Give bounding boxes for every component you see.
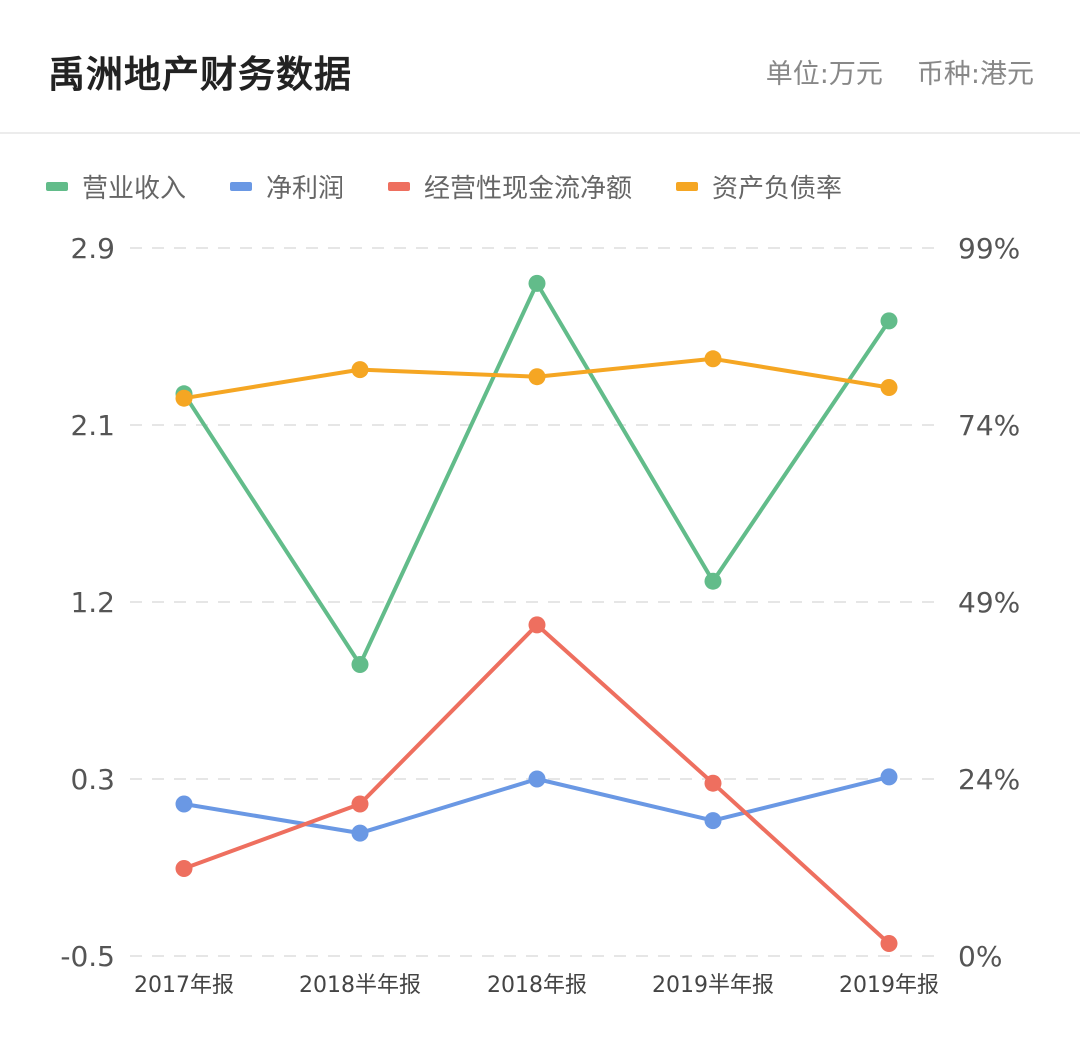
data-point-series-2 xyxy=(528,616,546,634)
x-tick-label: 2018年报 xyxy=(487,973,587,998)
data-point-series-1 xyxy=(880,768,898,786)
right-tick-label: 0% xyxy=(958,940,1002,973)
legend-item-debt-ratio[interactable]: 资产负债率 xyxy=(676,168,842,205)
legend-item-net-profit[interactable]: 净利润 xyxy=(230,168,344,205)
data-point-series-1 xyxy=(351,824,369,842)
data-point-series-0 xyxy=(880,312,898,330)
legend-label: 净利润 xyxy=(266,174,345,204)
data-point-series-2 xyxy=(175,860,193,877)
x-tick-label: 2018半年报 xyxy=(299,973,421,998)
legend-swatch xyxy=(230,182,253,191)
series-line-0 xyxy=(182,281,891,667)
data-point-series-1 xyxy=(704,812,722,830)
legend-label: 营业收入 xyxy=(82,174,187,204)
x-tick-label: 2019半年报 xyxy=(652,973,774,998)
currency-label: 币种:港元 xyxy=(916,59,1034,90)
chart-legend: 营业收入 净利润 经营性现金流净额 资产负债率 xyxy=(46,168,886,205)
legend-swatch xyxy=(676,182,699,191)
data-point-series-0 xyxy=(704,572,722,590)
data-point-series-2 xyxy=(351,795,369,813)
data-point-series-0 xyxy=(351,656,369,673)
left-tick-label: 2.1 xyxy=(70,409,115,442)
data-point-series-3 xyxy=(880,379,898,396)
x-tick-label: 2017年报 xyxy=(134,973,234,998)
left-tick-label: -0.5 xyxy=(60,940,115,973)
data-point-series-3 xyxy=(175,389,193,407)
legend-item-revenue[interactable]: 营业收入 xyxy=(46,168,186,205)
right-tick-label: 74% xyxy=(958,409,1020,442)
data-point-series-3 xyxy=(528,368,546,386)
data-point-series-1 xyxy=(175,795,193,813)
legend-label: 经营性现金流净额 xyxy=(424,174,633,204)
left-tick-label: 2.9 xyxy=(70,232,115,265)
legend-label: 资产负债率 xyxy=(712,174,843,204)
data-point-series-1 xyxy=(528,770,546,788)
data-point-series-0 xyxy=(528,274,546,292)
data-point-series-3 xyxy=(704,350,722,368)
right-tick-label: 99% xyxy=(958,232,1020,265)
unit-label: 单位:万元 xyxy=(765,59,883,90)
legend-swatch xyxy=(388,182,411,191)
data-point-series-2 xyxy=(880,935,898,952)
chart-meta: 单位:万元 币种:港元 xyxy=(766,52,1034,91)
page-title: 禹洲地产财务数据 xyxy=(48,53,352,96)
data-point-series-2 xyxy=(704,774,722,792)
left-tick-label: 1.2 xyxy=(70,586,115,619)
right-tick-label: 49% xyxy=(958,586,1020,619)
x-tick-label: 2019年报 xyxy=(839,973,939,998)
legend-swatch xyxy=(46,182,68,191)
left-tick-label: 0.3 xyxy=(70,763,115,796)
legend-item-operating-cash-flow[interactable]: 经营性现金流净额 xyxy=(388,168,632,205)
data-point-series-3 xyxy=(351,361,369,379)
right-tick-label: 24% xyxy=(958,763,1020,796)
chart-header: 禹洲地产财务数据 单位:万元 币种:港元 xyxy=(0,0,1080,134)
